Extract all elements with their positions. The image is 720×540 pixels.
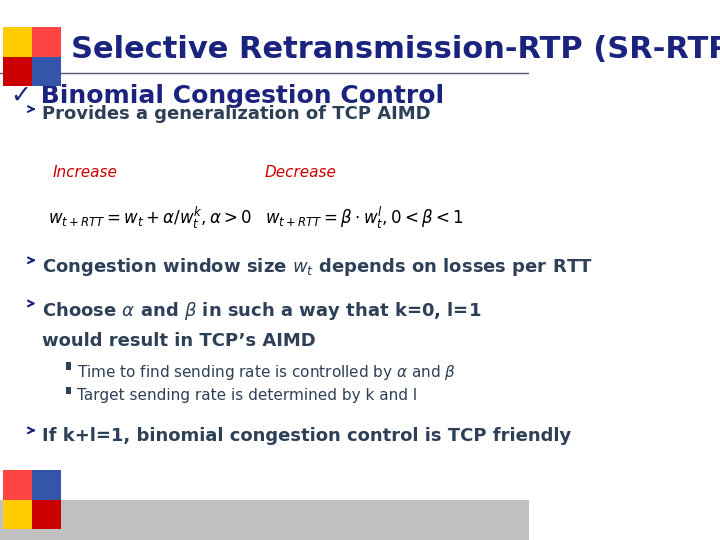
- FancyBboxPatch shape: [66, 362, 71, 370]
- FancyBboxPatch shape: [32, 27, 61, 57]
- Text: Choose $\alpha$ and $\beta$ in such a way that k=0, l=1: Choose $\alpha$ and $\beta$ in such a wa…: [42, 300, 482, 322]
- FancyBboxPatch shape: [3, 57, 32, 86]
- FancyBboxPatch shape: [32, 500, 61, 529]
- FancyBboxPatch shape: [3, 500, 32, 529]
- Text: would result in TCP’s AIMD: would result in TCP’s AIMD: [42, 332, 316, 350]
- FancyBboxPatch shape: [3, 27, 32, 57]
- Text: Increase: Increase: [53, 165, 118, 180]
- FancyBboxPatch shape: [0, 500, 529, 540]
- Text: Provides a generalization of TCP AIMD: Provides a generalization of TCP AIMD: [42, 105, 431, 123]
- Text: Time to find sending rate is controlled by $\alpha$ and $\beta$: Time to find sending rate is controlled …: [77, 363, 456, 382]
- Text: INF5070 – media storage and distribution systems: INF5070 – media storage and distribution…: [82, 507, 345, 517]
- Text: If k+l=1, binomial congestion control is TCP friendly: If k+l=1, binomial congestion control is…: [42, 427, 572, 444]
- FancyBboxPatch shape: [3, 470, 32, 500]
- FancyBboxPatch shape: [66, 387, 71, 394]
- Text: 2003  Carsten Griwodz & Pål Halvorsen: 2003 Carsten Griwodz & Pål Halvorsen: [314, 507, 518, 517]
- Text: $w_{t+RTT} = \beta \cdot w_t^l, 0 < \beta < 1$: $w_{t+RTT} = \beta \cdot w_t^l, 0 < \bet…: [264, 205, 463, 232]
- FancyBboxPatch shape: [32, 470, 61, 500]
- Text: ✓ Binomial Congestion Control: ✓ Binomial Congestion Control: [11, 84, 444, 107]
- Text: Decrease: Decrease: [264, 165, 336, 180]
- Text: Congestion window size $w_t$ depends on losses per RTT: Congestion window size $w_t$ depends on …: [42, 256, 593, 279]
- Text: $w_{t+RTT} = w_t + \alpha / w_t^k, \alpha > 0$: $w_{t+RTT} = w_t + \alpha / w_t^k, \alph…: [48, 205, 252, 232]
- Text: Target sending rate is determined by k and l: Target sending rate is determined by k a…: [77, 388, 417, 403]
- FancyBboxPatch shape: [32, 57, 61, 86]
- Text: Selective Retransmission-RTP (SR-RTP): Selective Retransmission-RTP (SR-RTP): [71, 35, 720, 64]
